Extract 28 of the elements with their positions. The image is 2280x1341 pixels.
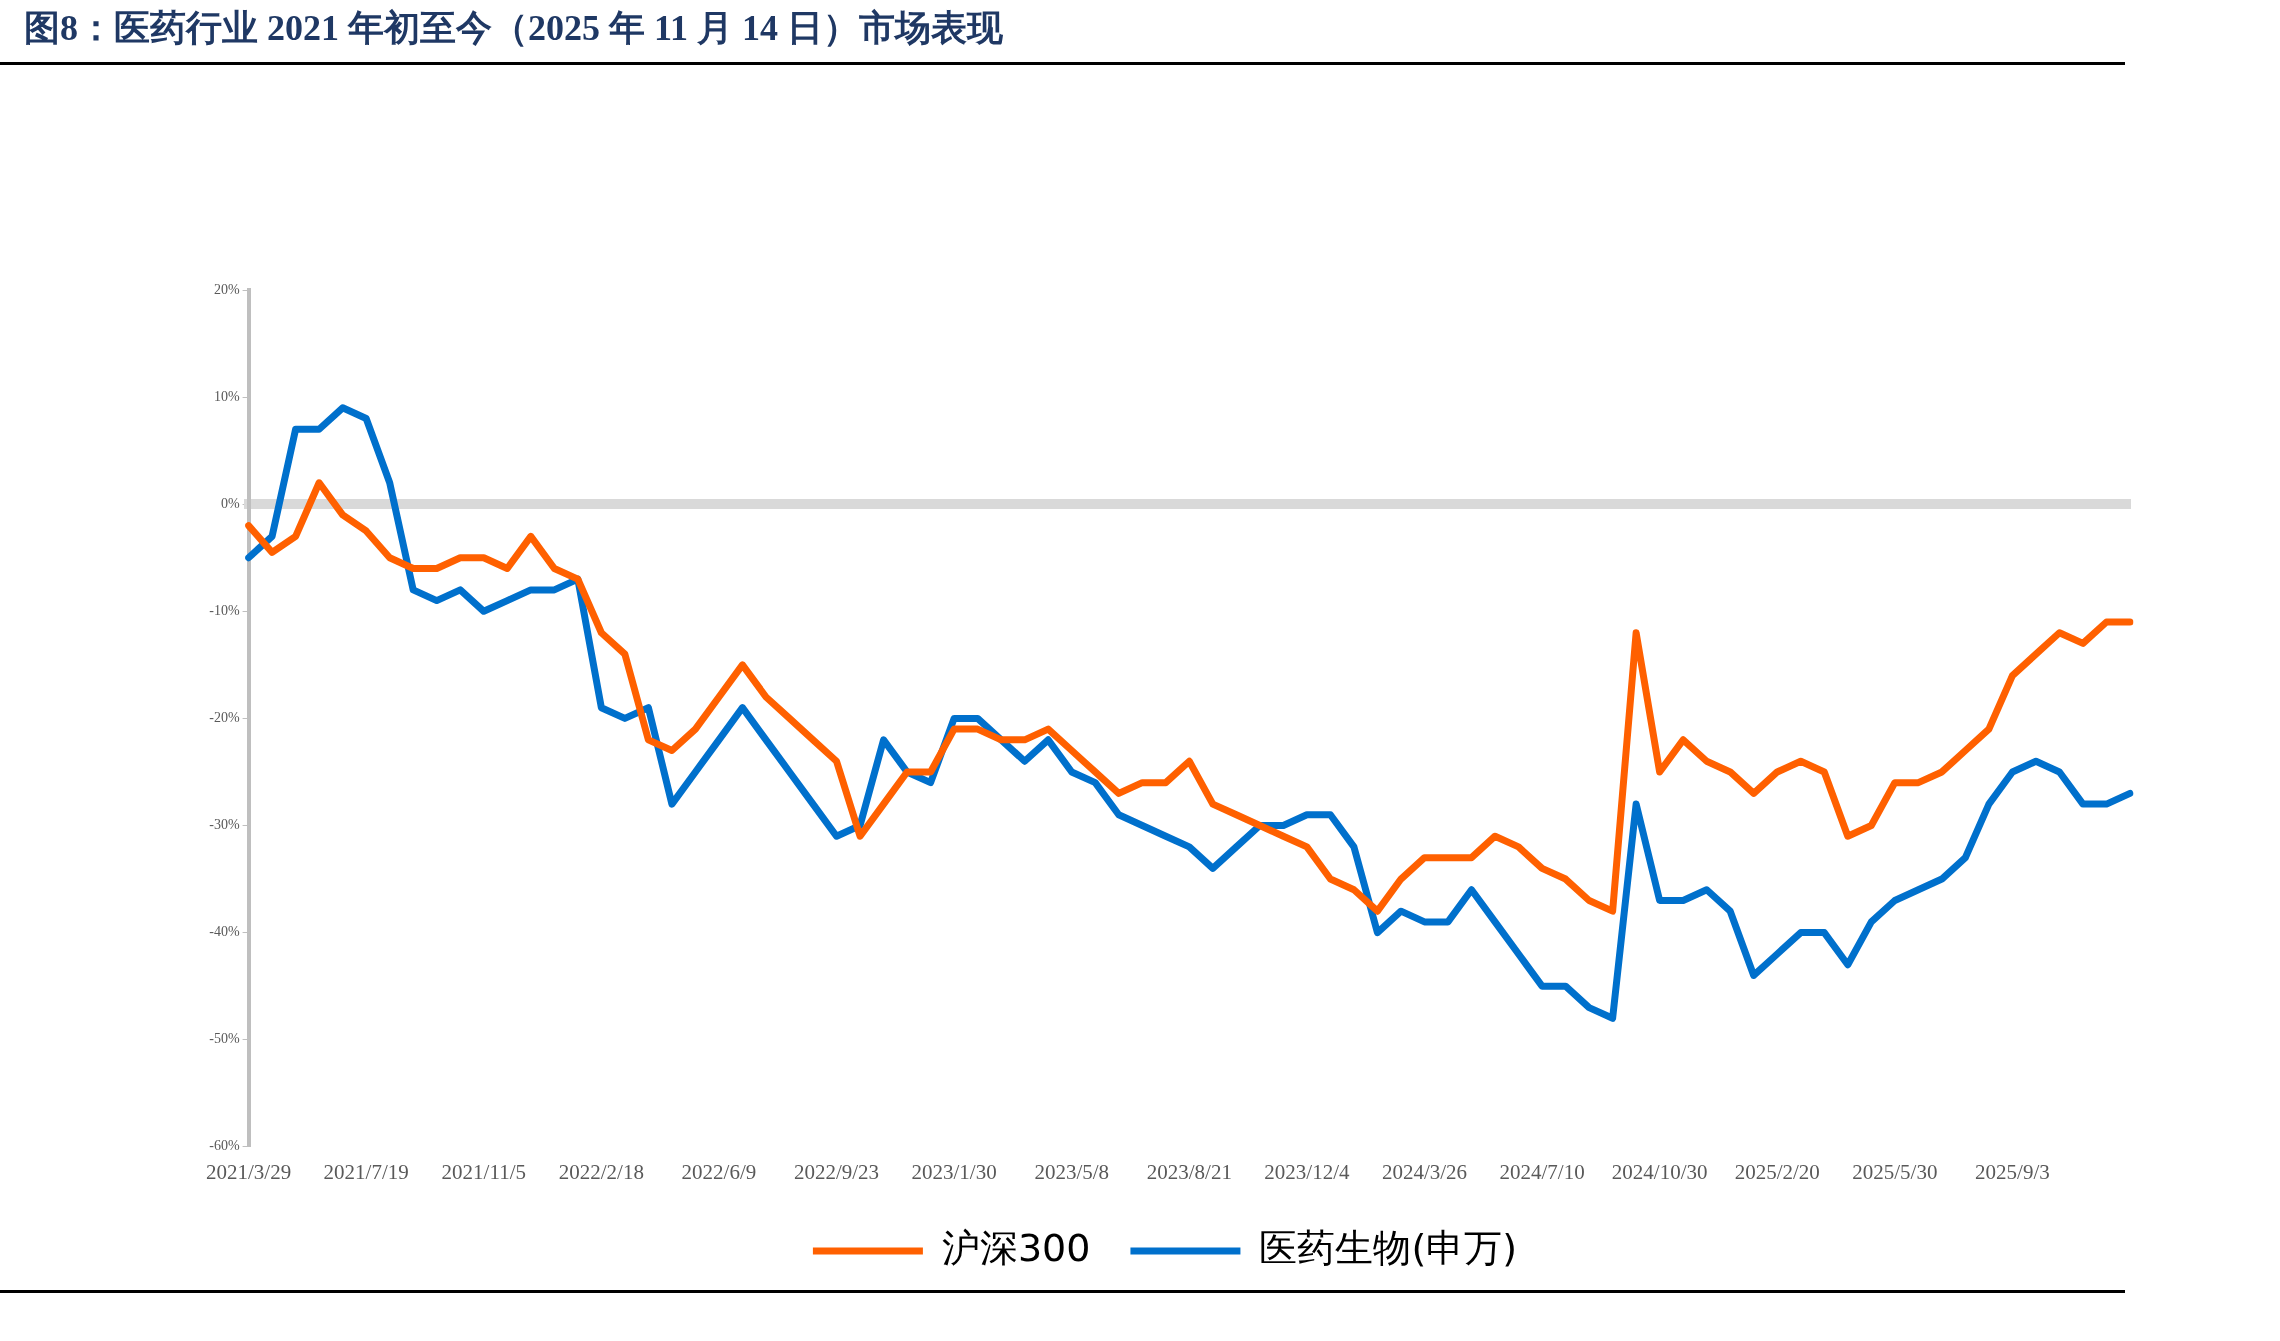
y-tick-label: -10% bbox=[209, 602, 240, 618]
x-tick-label: 2021/3/29 bbox=[206, 1159, 292, 1184]
x-tick-label: 2024/10/30 bbox=[1611, 1159, 1708, 1184]
x-tick-label: 2023/1/30 bbox=[911, 1159, 997, 1184]
x-tick-label: 2025/5/30 bbox=[1852, 1159, 1938, 1184]
x-tick-label: 2023/5/8 bbox=[1034, 1159, 1110, 1184]
y-tick-label: 20% bbox=[213, 281, 240, 297]
y-tick-label: 10% bbox=[213, 388, 240, 404]
x-tick-label: 2024/7/10 bbox=[1499, 1159, 1585, 1184]
y-tick-label: -40% bbox=[209, 924, 240, 940]
legend-label: 沪深300 bbox=[941, 1225, 1091, 1270]
y-tick-label: -30% bbox=[209, 817, 240, 833]
x-tick-label: 2022/6/9 bbox=[681, 1159, 757, 1184]
x-tick-label: 2021/7/19 bbox=[323, 1159, 409, 1184]
x-tick-label: 2025/2/20 bbox=[1734, 1159, 1820, 1184]
legend-label: 医药生物(申万) bbox=[1259, 1225, 1518, 1270]
x-tick-label: 2023/8/21 bbox=[1146, 1159, 1232, 1184]
y-tick-label: 0% bbox=[220, 495, 240, 511]
x-tick-label: 2023/12/4 bbox=[1264, 1159, 1350, 1184]
chart-title: 图8：医药行业 2021 年初至今（2025 年 11 月 14 日）市场表现 bbox=[24, 7, 1004, 50]
y-tick-label: -60% bbox=[209, 1138, 240, 1154]
x-tick-label: 2022/9/23 bbox=[793, 1159, 880, 1184]
x-tick-label: 2025/9/3 bbox=[1975, 1159, 2050, 1184]
y-tick-label: -20% bbox=[209, 710, 240, 726]
x-tick-label: 2022/2/18 bbox=[558, 1159, 644, 1184]
x-tick-label: 2024/3/26 bbox=[1381, 1159, 1468, 1184]
x-tick-label: 2021/11/5 bbox=[441, 1159, 526, 1184]
y-tick-label: -50% bbox=[209, 1031, 240, 1047]
